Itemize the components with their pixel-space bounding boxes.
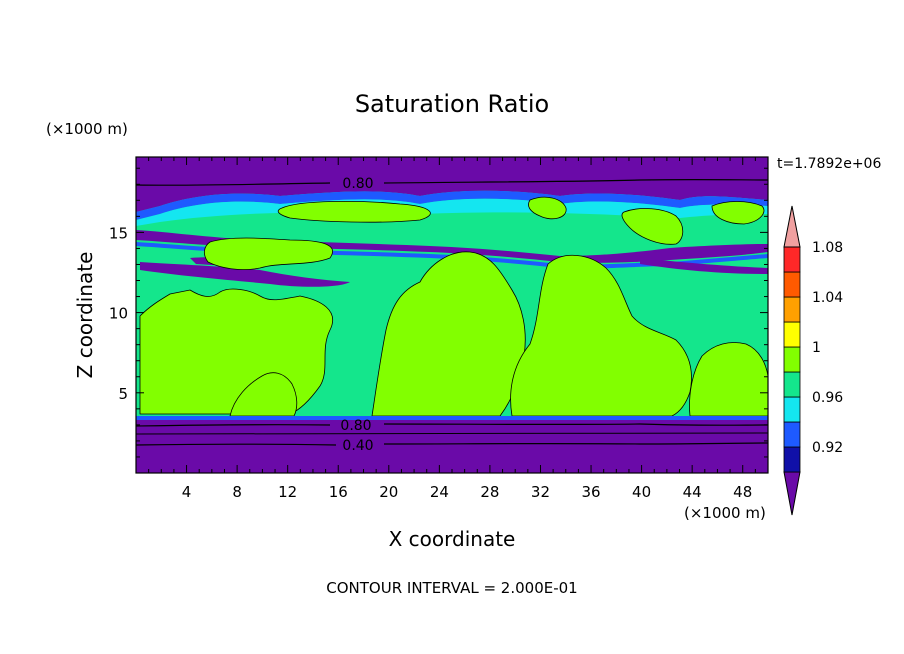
x-unit-label: (×1000 m) [684, 504, 766, 522]
field-top-blue [136, 190, 768, 220]
field-upper-patch-3 [621, 208, 684, 245]
x-tick-label: 32 [531, 483, 550, 501]
colorbar-label: 1.04 [812, 290, 843, 306]
contour-line-b3 [136, 442, 768, 446]
footer-contour-interval: CONTOUR INTERVAL = 2.000E-01 [326, 579, 577, 597]
field-cloud-left [139, 288, 333, 415]
colorbar-label: 0.96 [812, 390, 843, 406]
contour-line-b1 [136, 423, 768, 427]
contour-label-mid: 0.80 [340, 418, 371, 434]
colorbar-arrow-low [783, 471, 801, 516]
x-tick-label: 16 [329, 483, 348, 501]
contour-line-b2 [136, 432, 768, 435]
field-low-streak [140, 262, 350, 287]
field-bottom-dry [136, 420, 768, 473]
field-cloud-far-right [689, 342, 768, 417]
colorbar-bin [783, 321, 801, 348]
x-axis: 4 8 12 16 20 24 28 32 36 40 44 48 [135, 157, 769, 501]
y-tick-label: 15 [109, 224, 128, 242]
field-mid-dry [136, 230, 768, 263]
chart-title: Saturation Ratio [355, 90, 549, 118]
x-tick-label: 20 [379, 483, 398, 501]
contour-field [136, 157, 768, 473]
y-tick-label: 5 [118, 385, 128, 403]
colorbar-label: 0.92 [812, 440, 843, 456]
colorbar: 0.92 0.96 1 1.04 1.08 [783, 205, 843, 516]
colorbar-bin [783, 296, 801, 323]
contour-label-top: 0.80 [342, 176, 373, 192]
colorbar-label: 1.08 [812, 240, 843, 256]
field-upper-patch-2 [528, 196, 567, 220]
colorbar-bin [783, 346, 801, 373]
colorbar-bin [783, 396, 801, 423]
colorbar-bin [783, 371, 801, 398]
colorbar-arrow-high [783, 205, 801, 248]
time-label: t=1.7892e+06 [777, 156, 881, 172]
colorbar-bin [783, 246, 801, 273]
field-cloud-left-top [204, 237, 333, 270]
colorbar-bin [783, 271, 801, 298]
field-bottom-blue [136, 416, 768, 420]
field-upper-patch-1 [277, 201, 431, 223]
y-axis-label: Z coordinate [73, 252, 97, 379]
x-tick-label: 8 [232, 483, 242, 501]
field-right-streak [640, 258, 768, 274]
field-top-dry [136, 157, 768, 212]
x-tick-label: 24 [430, 483, 449, 501]
x-tick-label: 40 [632, 483, 651, 501]
y-axis: 5 10 15 [109, 167, 768, 458]
field-cloud-low-left [229, 372, 298, 417]
colorbar-bin [783, 421, 801, 448]
x-tick-label: 48 [733, 483, 752, 501]
x-tick-label: 36 [581, 483, 600, 501]
y-unit-label: (×1000 m) [46, 120, 128, 138]
colorbar-bin [783, 446, 801, 473]
x-tick-label: 12 [278, 483, 297, 501]
x-tick-label: 28 [480, 483, 499, 501]
x-tick-label: 4 [182, 483, 192, 501]
y-tick-label: 10 [109, 305, 128, 323]
x-tick-label: 44 [683, 483, 702, 501]
contour-line-top [136, 178, 768, 186]
contour-label-low: 0.40 [342, 438, 373, 454]
colorbar-label: 1 [812, 340, 821, 356]
x-axis-label: X coordinate [389, 527, 516, 551]
field-upper-patch-4 [711, 201, 765, 225]
